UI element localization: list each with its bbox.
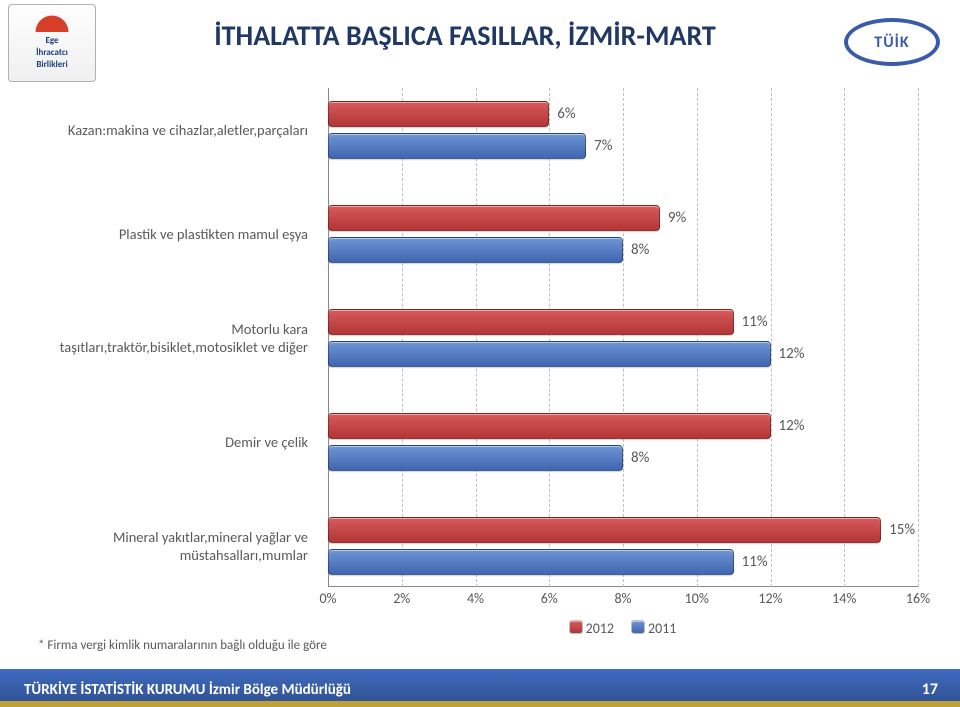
grid-line xyxy=(476,88,477,587)
logo-ege: Ege İhracatcı Birlikleri xyxy=(8,4,96,82)
x-tick: 14% xyxy=(832,590,856,607)
bar xyxy=(328,205,660,231)
x-tick: 16% xyxy=(906,590,930,607)
bar xyxy=(328,101,549,127)
value-label: 8% xyxy=(631,241,649,259)
grid-line xyxy=(623,88,624,587)
footnote: * Firma vergi kimlik numaralarının bağlı… xyxy=(38,638,327,653)
bar xyxy=(328,445,623,471)
x-tick: 10% xyxy=(685,590,709,607)
value-label: 12% xyxy=(779,345,805,363)
grid-line xyxy=(697,88,698,587)
legend-swatch xyxy=(570,621,582,633)
slide: Ege İhracatcı Birlikleri TÜİK İTHALATTA … xyxy=(0,0,960,707)
category-label: Kazan:makina ve cihazlar,aletler,parçala… xyxy=(38,121,318,139)
value-label: 15% xyxy=(889,521,915,539)
legend-item: 2011 xyxy=(632,620,676,637)
x-tick: 12% xyxy=(758,590,782,607)
grid-line xyxy=(402,88,403,587)
category-label: Demir ve çelik xyxy=(38,433,318,451)
legend-item: 2012 xyxy=(570,620,614,637)
logo-tuik: TÜİK xyxy=(842,14,942,70)
footer-gold-bar xyxy=(0,701,960,707)
bar xyxy=(328,413,771,439)
value-label: 6% xyxy=(557,105,575,123)
slide-title: İTHALATTA BAŞLICA FASILLAR, İZMİR-MART xyxy=(110,18,820,53)
bar xyxy=(328,237,623,263)
bar xyxy=(328,309,734,335)
grid-line xyxy=(771,88,772,587)
chart-area: 0%2%4%6%8%10%12%14%16%6%7%9%8%11%12%12%8… xyxy=(38,88,922,641)
legend-swatch xyxy=(632,621,644,633)
x-tick: 8% xyxy=(614,590,631,607)
legend-label: 2012 xyxy=(586,620,614,637)
y-axis xyxy=(328,88,329,587)
x-tick: 4% xyxy=(467,590,484,607)
category-label: Motorlu kara taşıtları,traktör,bisiklet,… xyxy=(38,320,318,356)
grid-line xyxy=(918,88,919,587)
page-number: 17 xyxy=(922,680,938,699)
logo-ege-sun xyxy=(32,14,72,32)
legend-label: 2011 xyxy=(648,620,676,637)
category-label: Mineral yakıtlar,mineral yağlar ve müsta… xyxy=(38,528,318,564)
x-tick: 2% xyxy=(393,590,410,607)
logo-tuik-text: TÜİK xyxy=(874,33,909,52)
grid-line xyxy=(549,88,550,587)
footer-text: TÜRKİYE İSTATİSTİK KURUMU İzmir Bölge Mü… xyxy=(24,681,351,699)
value-label: 11% xyxy=(742,313,768,331)
value-label: 12% xyxy=(779,417,805,435)
legend: 2012 2011 xyxy=(328,615,918,641)
logo-tuik-oval: TÜİK xyxy=(844,18,940,66)
bar xyxy=(328,341,771,367)
bar xyxy=(328,133,586,159)
bar xyxy=(328,549,734,575)
value-label: 7% xyxy=(594,137,612,155)
value-label: 9% xyxy=(668,209,686,227)
value-label: 8% xyxy=(631,449,649,467)
logo-ege-label2: İhracatcı xyxy=(36,48,68,58)
grid-line xyxy=(844,88,845,587)
logo-ege-label3: Birlikleri xyxy=(36,60,67,70)
x-tick: 0% xyxy=(319,590,336,607)
bar xyxy=(328,517,881,543)
logo-ege-label1: Ege xyxy=(45,36,58,46)
x-tick: 6% xyxy=(541,590,558,607)
value-label: 11% xyxy=(742,553,768,571)
plot-area: 0%2%4%6%8%10%12%14%16%6%7%9%8%11%12%12%8… xyxy=(328,88,918,587)
category-label: Plastik ve plastikten mamul eşya xyxy=(38,225,318,243)
